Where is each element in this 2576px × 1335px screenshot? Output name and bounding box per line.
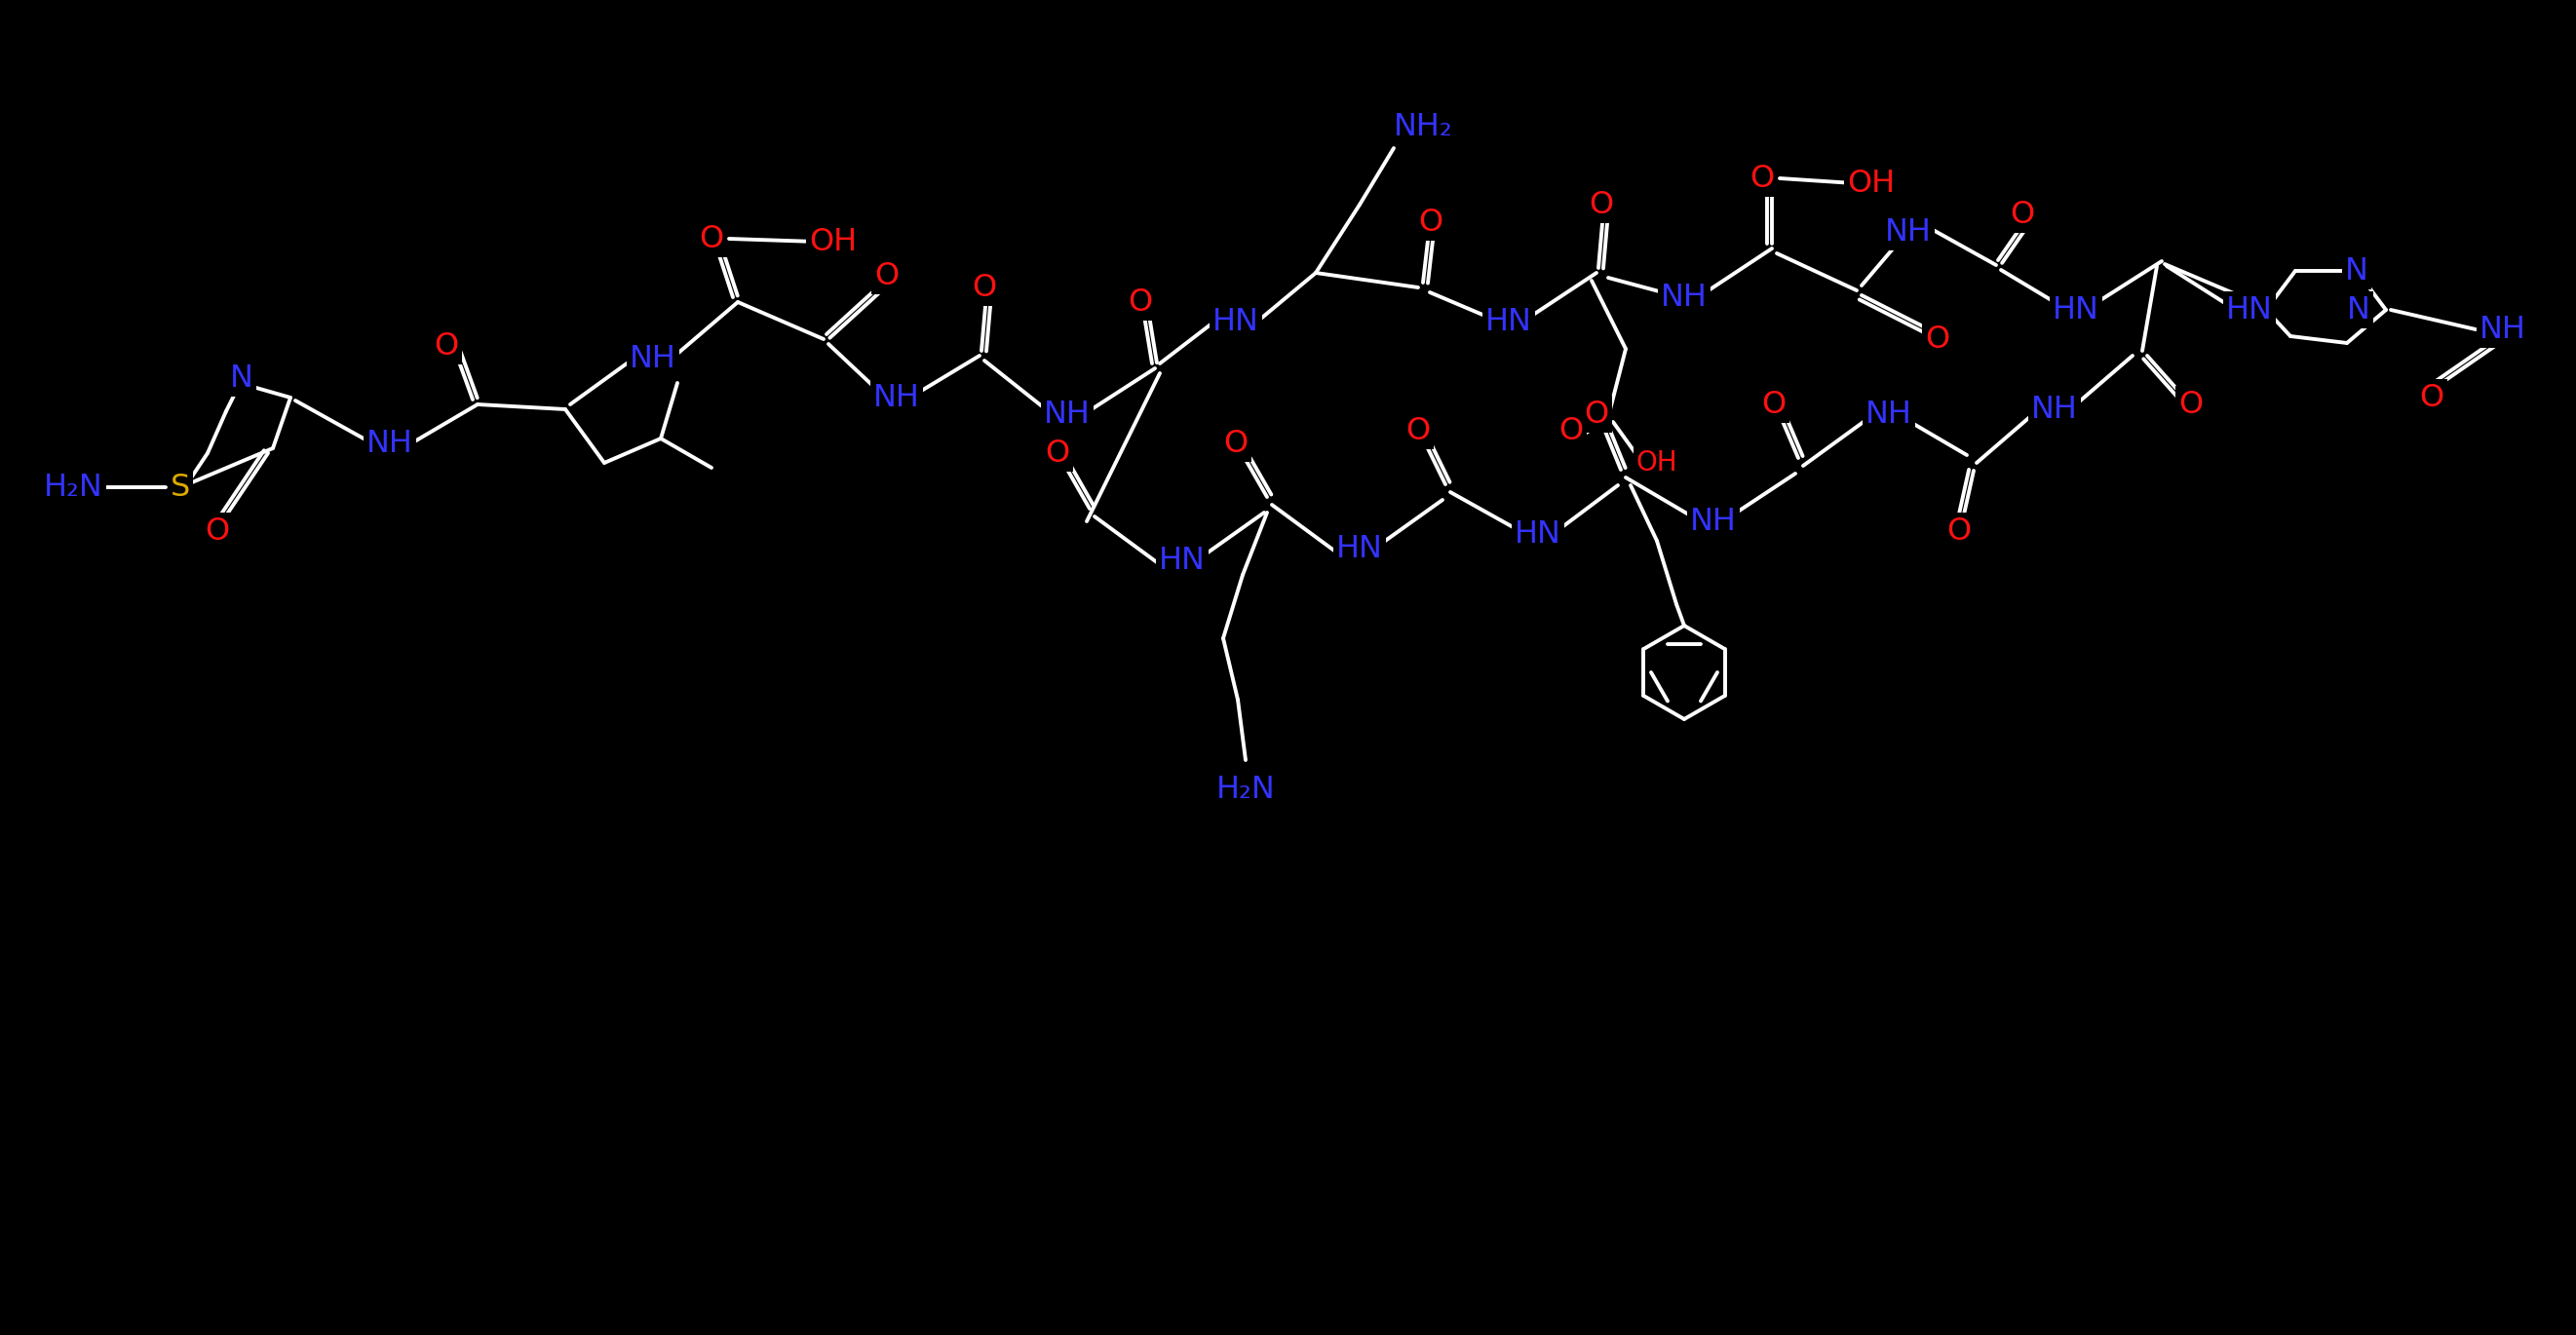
Text: O: O bbox=[1406, 415, 1430, 446]
Text: N: N bbox=[229, 363, 252, 394]
Text: HN: HN bbox=[1213, 307, 1260, 336]
Text: OH: OH bbox=[1847, 168, 1896, 199]
Text: NH: NH bbox=[629, 343, 677, 374]
Text: O: O bbox=[1589, 190, 1613, 220]
Text: O: O bbox=[1419, 207, 1443, 238]
Text: O: O bbox=[2009, 199, 2035, 230]
Text: OH: OH bbox=[809, 227, 858, 256]
Text: NH: NH bbox=[2481, 314, 2527, 344]
Text: O: O bbox=[1749, 163, 1775, 194]
Text: O: O bbox=[2179, 390, 2202, 419]
Text: H₂N: H₂N bbox=[44, 473, 103, 502]
Text: O: O bbox=[876, 260, 899, 291]
Text: NH: NH bbox=[873, 382, 920, 413]
Text: S: S bbox=[170, 473, 191, 502]
Text: O: O bbox=[1558, 415, 1584, 446]
Text: NH: NH bbox=[1886, 216, 1932, 247]
Text: NH: NH bbox=[2032, 394, 2079, 425]
Text: O: O bbox=[2419, 382, 2445, 413]
Text: HN: HN bbox=[1337, 534, 1383, 563]
Text: O: O bbox=[1128, 287, 1151, 318]
Text: NH: NH bbox=[1865, 399, 1911, 430]
Text: NH: NH bbox=[1662, 282, 1708, 312]
Text: N: N bbox=[2344, 256, 2367, 286]
Text: O: O bbox=[206, 515, 229, 546]
Text: OH: OH bbox=[1636, 449, 1677, 477]
Text: O: O bbox=[971, 272, 997, 303]
Text: O: O bbox=[1947, 515, 1971, 546]
Text: N: N bbox=[2347, 295, 2370, 324]
Text: O: O bbox=[1762, 390, 1785, 419]
Text: O: O bbox=[1224, 429, 1249, 458]
Text: HN: HN bbox=[2226, 295, 2272, 324]
Text: NH: NH bbox=[366, 429, 412, 458]
Text: O: O bbox=[1046, 438, 1069, 469]
Text: O: O bbox=[1924, 324, 1950, 354]
Text: O: O bbox=[435, 331, 459, 360]
Text: HN: HN bbox=[1159, 545, 1206, 575]
Text: NH₂: NH₂ bbox=[1394, 112, 1453, 142]
Text: HN: HN bbox=[1486, 307, 1533, 336]
Text: HN: HN bbox=[1515, 519, 1561, 549]
Text: H₂N: H₂N bbox=[1216, 774, 1275, 805]
Text: O: O bbox=[1584, 399, 1610, 430]
Text: O: O bbox=[698, 224, 724, 254]
Text: NH: NH bbox=[1690, 506, 1736, 537]
Text: HN: HN bbox=[2053, 295, 2099, 324]
Text: NH: NH bbox=[1043, 399, 1090, 430]
